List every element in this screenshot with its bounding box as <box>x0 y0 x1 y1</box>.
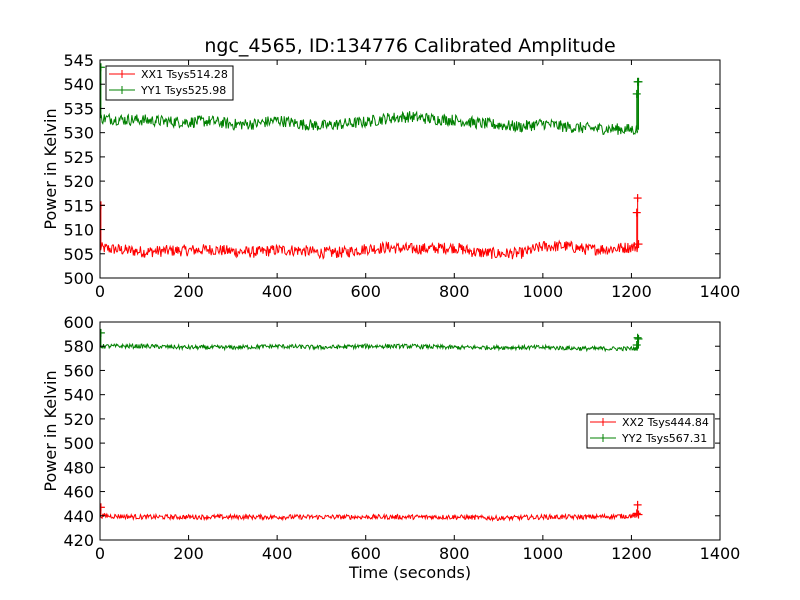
x-tick-label: 1400 <box>700 282 741 301</box>
x-tick-label: 600 <box>350 544 381 563</box>
series-line-1 <box>100 110 639 135</box>
x-axis-label: Time (seconds) <box>348 563 471 582</box>
y-tick-label: 540 <box>63 75 94 94</box>
legend-label-0: XX2 Tsys444.84 <box>622 416 709 429</box>
y-tick-label: 500 <box>63 434 94 453</box>
y-tick-label: 545 <box>63 51 94 70</box>
x-tick-label: 1400 <box>700 544 741 563</box>
y-axis-label: Power in Kelvin <box>41 108 60 229</box>
legend-box <box>586 413 715 449</box>
x-tick-label: 200 <box>173 544 204 563</box>
x-tick-label: 400 <box>262 544 293 563</box>
legend-label-1: YY1 Tsys525.98 <box>140 84 226 97</box>
y-axis-label: Power in Kelvin <box>41 370 60 491</box>
y-tick-label: 540 <box>63 386 94 405</box>
y-tick-label: 560 <box>63 361 94 380</box>
x-tick-label: 200 <box>173 282 204 301</box>
plot-frame <box>99 321 721 541</box>
y-tick-label: 440 <box>63 507 94 526</box>
plot-frame <box>99 59 721 279</box>
x-tick-label: 1200 <box>611 544 652 563</box>
y-tick-label: 525 <box>63 148 94 167</box>
y-tick-label: 520 <box>63 172 94 191</box>
y-tick-label: 420 <box>63 531 94 550</box>
x-tick-label: 600 <box>350 282 381 301</box>
y-tick-label: 515 <box>63 196 94 215</box>
legend: XX2 Tsys444.84 YY2 Tsys567.31 <box>586 413 715 449</box>
x-tick-label: 0 <box>95 544 105 563</box>
y-tick-label: 460 <box>63 483 94 502</box>
y-tick-label: 510 <box>63 221 94 240</box>
y-tick-label: 480 <box>63 458 94 477</box>
chart-bottom: 0 200 400 600 800 1000 1200 1400 420 440 460 480 500… <box>41 313 740 582</box>
legend-label-1: YY2 Tsys567.31 <box>621 432 707 445</box>
x-tick-label: 1000 <box>522 544 563 563</box>
x-tick-label: 0 <box>95 282 105 301</box>
series-line-0 <box>100 512 638 523</box>
chart-title: ngc_4565, ID:134776 Calibrated Amplitude <box>204 35 615 57</box>
y-tick-label: 520 <box>63 410 94 429</box>
y-tick-label: 535 <box>63 99 94 118</box>
x-tick-label: 800 <box>439 544 470 563</box>
series-line-1 <box>100 342 639 353</box>
y-tick-label: 580 <box>63 337 94 356</box>
x-tick-label: 1200 <box>611 282 652 301</box>
y-tick-label: 505 <box>63 245 94 264</box>
legend: XX1 Tsys514.28 YY1 Tsys525.98 <box>105 65 234 101</box>
y-tick-label: 530 <box>63 124 94 143</box>
y-tick-label: 500 <box>63 269 94 288</box>
x-tick-label: 1000 <box>522 282 563 301</box>
chart-top: ngc_4565, ID:134776 Calibrated Amplitude… <box>41 35 740 301</box>
x-tick-label: 400 <box>262 282 293 301</box>
legend-box <box>105 65 234 101</box>
y-tick-label: 600 <box>63 313 94 332</box>
series-line-0 <box>100 239 639 260</box>
x-tick-label: 800 <box>439 282 470 301</box>
legend-label-0: XX1 Tsys514.28 <box>141 68 228 81</box>
